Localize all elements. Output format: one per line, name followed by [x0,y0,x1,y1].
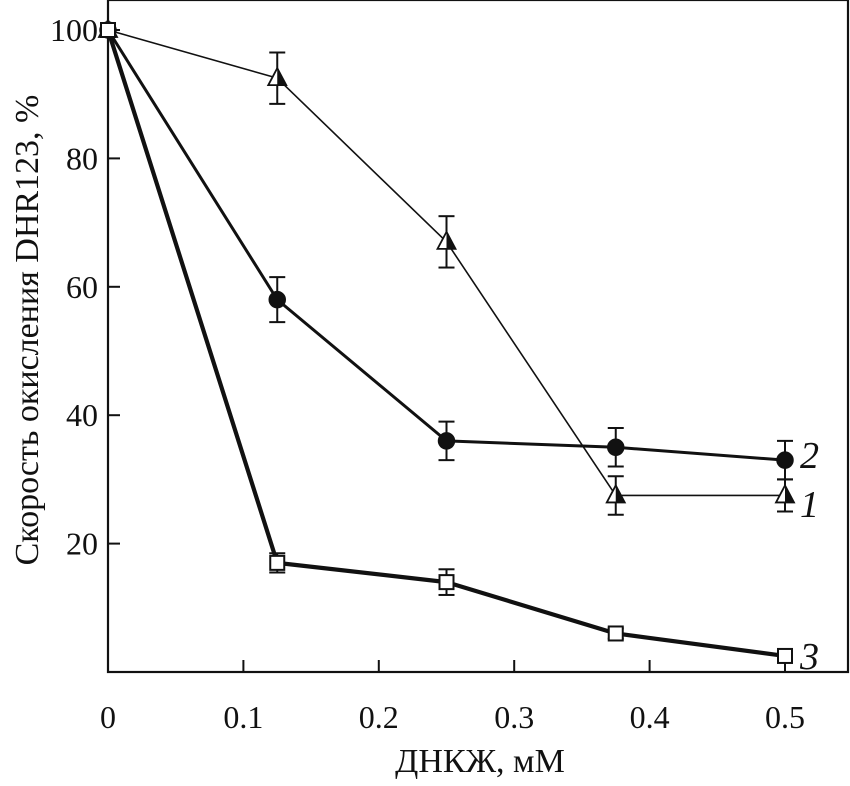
triangle-fill [615,485,625,503]
y-tick-label: 60 [66,269,98,305]
y-axis-title: Скорость окисления DHR123, % [9,95,46,566]
x-tick-label: 0 [100,699,116,735]
y-tick-label: 20 [66,526,98,562]
data-point [607,438,625,457]
y-tick-label: 40 [66,397,98,433]
data-point [776,451,794,469]
series-3: 3 [100,22,819,678]
y-tick-label: 100 [50,12,98,48]
series-layer: 1 2 3 [97,18,819,678]
data-point [266,66,288,87]
y-tick-label: 80 [66,140,98,176]
x-tick-label: 0.1 [223,699,263,735]
axes: 0 0.1 0.2 0.3 0.4 0.5 20 40 60 80 100 [50,0,850,735]
series-2: 2 [99,21,819,481]
series-line [105,29,786,659]
data-point [436,229,457,250]
data-point [438,574,455,591]
data-point [269,554,286,571]
triangle-fill [785,485,794,503]
x-axis-title: ДНКЖ, мМ [395,743,565,780]
data-point [777,647,793,664]
series-label: 3 [799,636,819,678]
data-point [605,483,627,504]
series-label: 2 [800,435,819,477]
series-1: 1 [97,18,819,526]
x-tick-label: 0.3 [494,699,534,735]
data-point [774,483,796,504]
data-point [607,625,624,642]
series-label: 1 [800,484,819,526]
triangle-fill [277,68,287,86]
x-tick-label: 0.2 [359,699,399,735]
x-tick-label: 0.5 [765,699,805,735]
data-point [268,290,286,309]
data-point [437,432,456,450]
triangle-fill [446,231,456,249]
plot-frame [106,0,850,674]
x-tick-label: 0.4 [630,699,670,735]
data-point [100,22,116,38]
